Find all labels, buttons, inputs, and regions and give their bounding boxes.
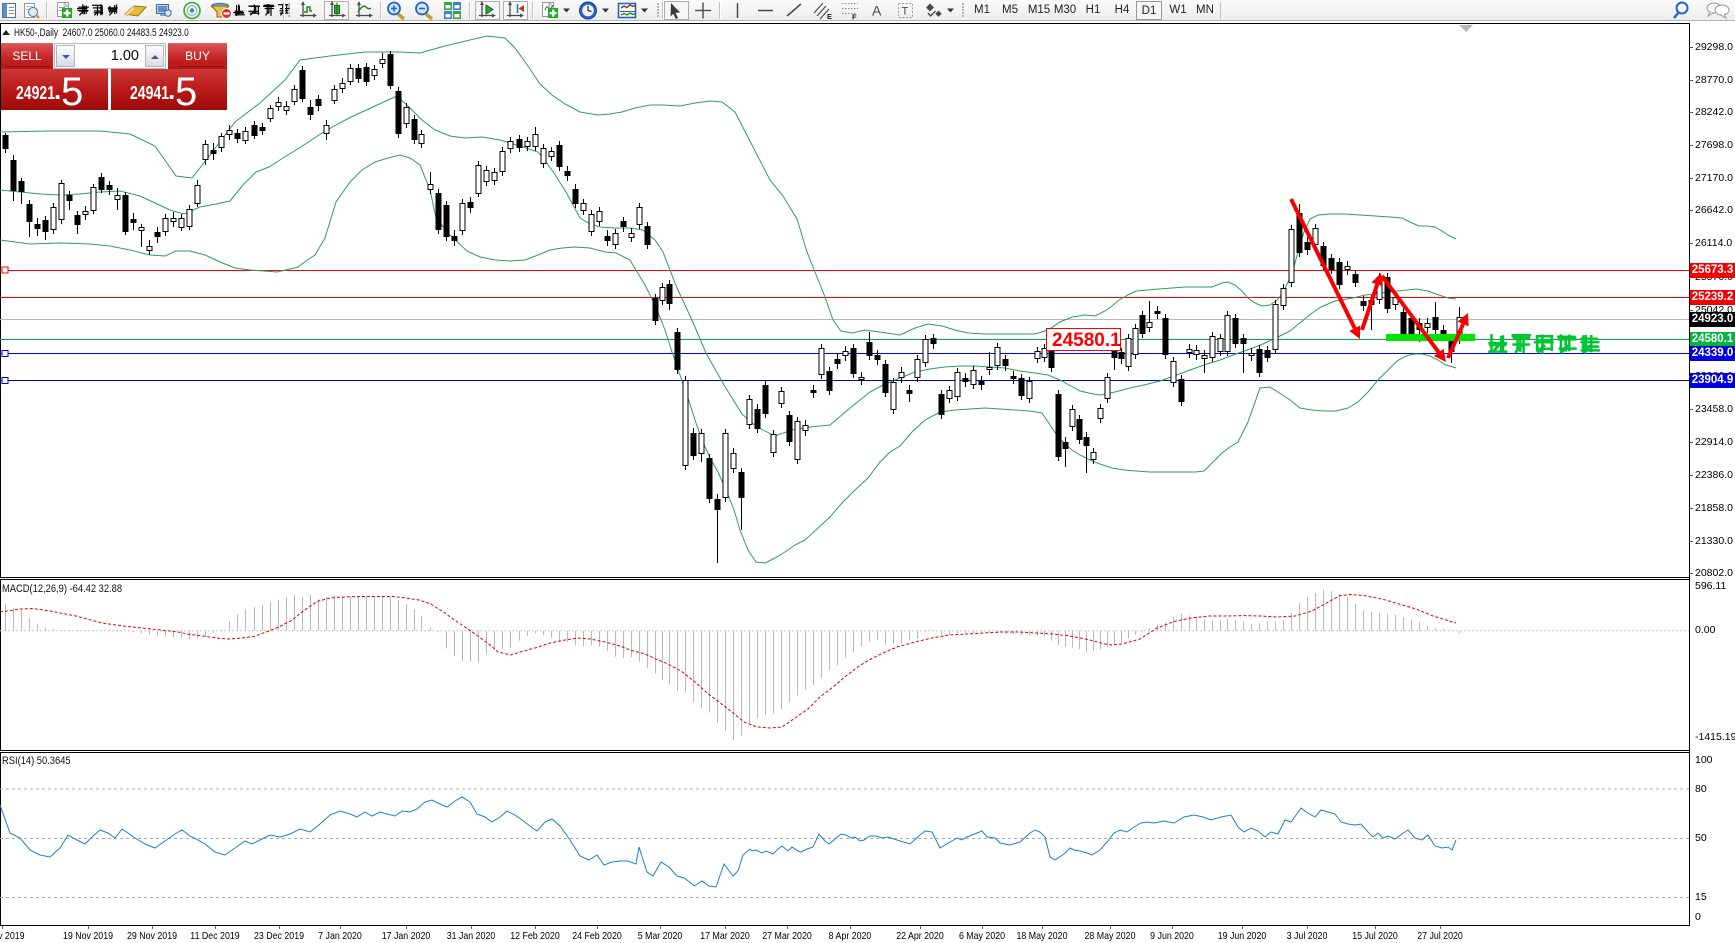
svg-text:E: E bbox=[827, 12, 832, 21]
svg-text:T: T bbox=[902, 6, 909, 18]
svg-text:F: F bbox=[852, 13, 857, 22]
svg-text:A: A bbox=[872, 3, 882, 19]
svg-text:24580.1: 24580.1 bbox=[1052, 330, 1121, 351]
